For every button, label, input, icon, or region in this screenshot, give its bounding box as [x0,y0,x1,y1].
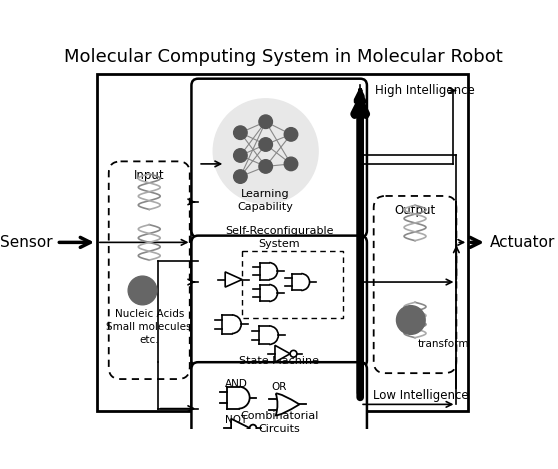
Text: State Machine: State Machine [239,356,319,366]
Text: OR: OR [272,382,287,392]
Circle shape [249,424,257,431]
Circle shape [259,115,272,129]
FancyBboxPatch shape [191,362,367,469]
Text: Low Intelligence: Low Intelligence [373,389,469,402]
Text: Sensor: Sensor [1,235,53,250]
Circle shape [397,306,425,334]
FancyBboxPatch shape [191,235,367,367]
Circle shape [284,128,298,141]
Circle shape [234,170,247,183]
Text: Molecular Computing System in Molecular Robot: Molecular Computing System in Molecular … [64,48,503,66]
Text: Actuator: Actuator [490,235,556,250]
Polygon shape [231,419,249,437]
Text: AND: AND [225,379,248,389]
Polygon shape [275,345,290,362]
PathPatch shape [276,393,300,416]
Text: Output: Output [395,204,436,217]
Circle shape [234,149,247,162]
Text: Nucleic Acids
Small molecules
etc.: Nucleic Acids Small molecules etc. [107,309,192,346]
FancyBboxPatch shape [374,196,456,373]
Circle shape [284,157,298,171]
Polygon shape [225,272,242,287]
Circle shape [213,99,318,204]
Text: transform: transform [417,339,469,348]
Circle shape [234,126,247,139]
Text: Learning
Capability: Learning Capability [238,189,294,212]
Bar [97,74,468,411]
Text: memory: memory [271,253,315,264]
Text: Input: Input [134,169,165,182]
Circle shape [259,159,272,173]
Circle shape [128,276,157,305]
Circle shape [259,138,272,151]
FancyBboxPatch shape [242,251,343,318]
Text: Self-Reconfigurable
System: Self-Reconfigurable System [225,226,334,249]
FancyBboxPatch shape [109,161,190,379]
Text: Combinatorial
Circuits: Combinatorial Circuits [240,411,319,434]
Text: NOT: NOT [225,415,247,424]
Text: High Intelligence: High Intelligence [376,84,475,97]
Circle shape [290,350,297,357]
FancyBboxPatch shape [191,79,367,237]
